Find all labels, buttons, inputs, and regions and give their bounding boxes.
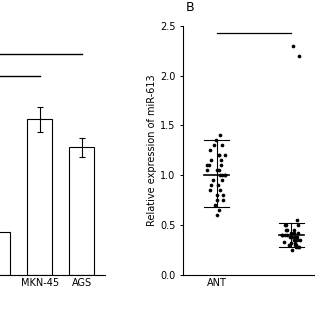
Point xyxy=(293,243,299,248)
Point xyxy=(295,223,300,228)
Point xyxy=(284,228,289,233)
Point xyxy=(222,173,227,178)
Point xyxy=(297,238,302,243)
Point xyxy=(207,188,212,193)
Point xyxy=(214,213,220,218)
Point xyxy=(212,143,217,148)
Point xyxy=(215,183,220,188)
Point xyxy=(283,223,288,228)
Point xyxy=(290,235,295,240)
Point xyxy=(219,178,224,183)
Point xyxy=(222,153,227,158)
Point xyxy=(284,223,289,228)
Point xyxy=(294,218,299,223)
Point xyxy=(294,245,299,250)
Point xyxy=(216,208,221,213)
Point xyxy=(214,198,220,203)
Point xyxy=(289,231,294,236)
Point xyxy=(286,243,292,248)
Point xyxy=(293,241,298,246)
Point xyxy=(296,231,301,236)
Point xyxy=(283,233,288,238)
Point xyxy=(290,43,295,48)
Point xyxy=(292,231,297,236)
Point xyxy=(296,53,301,58)
Point xyxy=(292,238,297,243)
Point xyxy=(292,243,297,248)
Point xyxy=(216,153,221,158)
Point xyxy=(208,148,213,153)
Point xyxy=(205,163,210,168)
Point xyxy=(280,233,285,238)
Point xyxy=(288,235,293,240)
Point xyxy=(204,168,210,173)
Point xyxy=(289,248,294,253)
Point xyxy=(213,138,218,143)
Text: B: B xyxy=(185,1,194,14)
Point xyxy=(220,193,225,198)
Point xyxy=(214,193,220,198)
Point xyxy=(292,235,298,240)
Point xyxy=(294,235,299,240)
Point xyxy=(216,168,221,173)
Point xyxy=(223,173,228,178)
Point xyxy=(220,198,225,203)
Point xyxy=(284,233,289,238)
Point xyxy=(219,163,224,168)
Point xyxy=(284,228,289,233)
Point xyxy=(213,203,218,208)
Point xyxy=(217,153,222,158)
Y-axis label: Relative expression of miR-613: Relative expression of miR-613 xyxy=(147,75,157,226)
Point xyxy=(209,158,214,163)
Point xyxy=(210,178,215,183)
Bar xyxy=(0,231,10,275)
Point xyxy=(295,238,300,243)
Point xyxy=(214,168,219,173)
Bar xyxy=(27,119,52,275)
Point xyxy=(220,173,225,178)
Point xyxy=(281,240,286,245)
Point xyxy=(208,183,213,188)
Point xyxy=(206,163,211,168)
Point xyxy=(217,173,222,178)
Point xyxy=(219,143,224,148)
Point xyxy=(218,158,223,163)
Point xyxy=(295,245,300,250)
Point xyxy=(218,188,223,193)
Point xyxy=(280,233,285,238)
Point xyxy=(296,245,301,250)
Point xyxy=(218,133,223,138)
Point xyxy=(289,241,294,246)
Point xyxy=(291,228,296,233)
Bar xyxy=(69,147,94,275)
